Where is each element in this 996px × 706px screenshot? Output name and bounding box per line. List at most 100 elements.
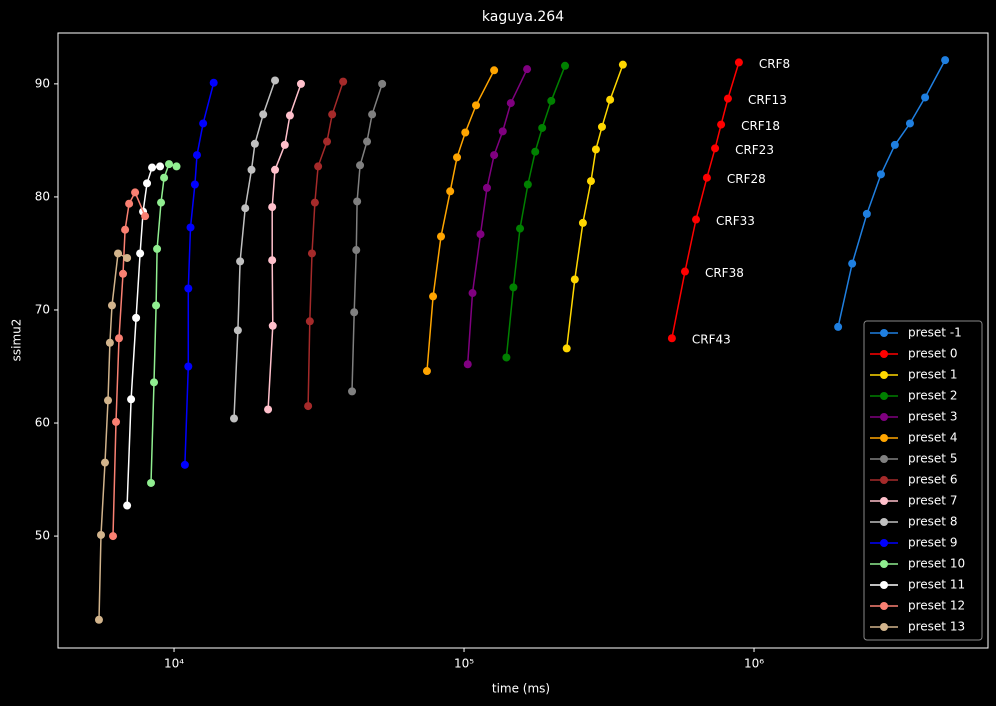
data-point (463, 360, 472, 369)
series-line (837, 59, 946, 328)
data-point (461, 128, 470, 137)
data-point (717, 120, 726, 129)
data-point (112, 417, 121, 426)
data-point (490, 66, 499, 75)
legend-label: preset 7 (908, 494, 957, 508)
data-point (160, 173, 169, 182)
data-point (119, 269, 128, 278)
legend-marker (880, 497, 888, 505)
data-point (236, 257, 245, 266)
plot-area (94, 56, 950, 624)
legend-label: preset 11 (908, 578, 965, 592)
annotation: CRF13 (748, 93, 787, 107)
legend-marker (880, 539, 888, 547)
data-point (172, 162, 181, 171)
data-point (132, 313, 141, 322)
legend-marker (880, 455, 888, 463)
legend-label: preset 3 (908, 410, 957, 424)
legend-label: preset 10 (908, 557, 965, 571)
data-point (97, 530, 106, 539)
data-point (107, 301, 116, 310)
data-point (264, 405, 273, 414)
data-point (482, 183, 491, 192)
legend-marker (880, 350, 888, 358)
data-point (131, 188, 140, 197)
data-point (570, 275, 579, 284)
legend-label: preset 2 (908, 389, 957, 403)
data-point (890, 140, 899, 149)
series-line (267, 83, 302, 410)
legend-label: preset 1 (908, 368, 957, 382)
data-point (561, 61, 570, 70)
x-tick-label: 10⁴ (164, 657, 184, 671)
series-line (565, 64, 624, 349)
data-point (125, 199, 134, 208)
data-point (350, 308, 359, 317)
data-point (523, 180, 532, 189)
data-point (606, 95, 615, 104)
data-point (230, 414, 239, 423)
annotation: CRF23 (735, 143, 774, 157)
data-point (184, 362, 193, 371)
legend-marker (880, 329, 888, 337)
data-point (147, 478, 156, 487)
data-point (502, 353, 511, 362)
data-point (153, 244, 162, 253)
data-point (209, 78, 218, 87)
data-point (834, 322, 843, 331)
data-point (165, 160, 174, 169)
data-point (876, 170, 885, 179)
data-point (156, 162, 165, 171)
data-point (356, 161, 365, 170)
data-point (148, 163, 157, 172)
data-point (247, 165, 256, 174)
data-point (152, 301, 161, 310)
legend-label: preset 4 (908, 431, 957, 445)
data-point (285, 111, 294, 120)
annotation: CRF38 (705, 266, 744, 280)
data-point (523, 65, 532, 74)
legend-marker (880, 623, 888, 631)
data-point (280, 140, 289, 149)
legend-marker (880, 518, 888, 526)
series-line (671, 62, 740, 339)
data-point (184, 284, 193, 293)
data-point (192, 151, 201, 160)
data-point (734, 58, 743, 67)
data-point (586, 177, 595, 186)
data-point (339, 77, 348, 86)
x-axis-label: time (ms) (492, 682, 550, 696)
legend-label: preset 0 (908, 347, 957, 361)
legend-marker (880, 371, 888, 379)
data-point (121, 225, 130, 234)
data-point (437, 232, 446, 241)
data-point (472, 101, 481, 110)
series-line (426, 69, 495, 372)
legend-marker (880, 602, 888, 610)
data-point (180, 460, 189, 469)
data-point (105, 338, 114, 347)
data-point (680, 267, 689, 276)
data-point (422, 367, 431, 376)
chart-title: kaguya.264 (482, 9, 564, 25)
legend-label: preset 9 (908, 536, 957, 550)
legend-label: preset 12 (908, 599, 965, 613)
data-point (268, 256, 277, 265)
x-tick-label: 10⁵ (454, 657, 474, 671)
data-point (509, 283, 518, 292)
data-point (531, 147, 540, 156)
data-point (314, 162, 323, 171)
plot-frame (57, 32, 989, 649)
y-tick-label: 70 (35, 302, 50, 316)
data-point (186, 223, 195, 232)
data-point (862, 209, 871, 218)
data-point (905, 119, 914, 128)
data-point (702, 173, 711, 182)
data-point (141, 212, 150, 221)
y-tick-label: 50 (35, 529, 50, 543)
legend-marker (880, 560, 888, 568)
data-point (268, 203, 277, 212)
data-point (498, 127, 507, 136)
